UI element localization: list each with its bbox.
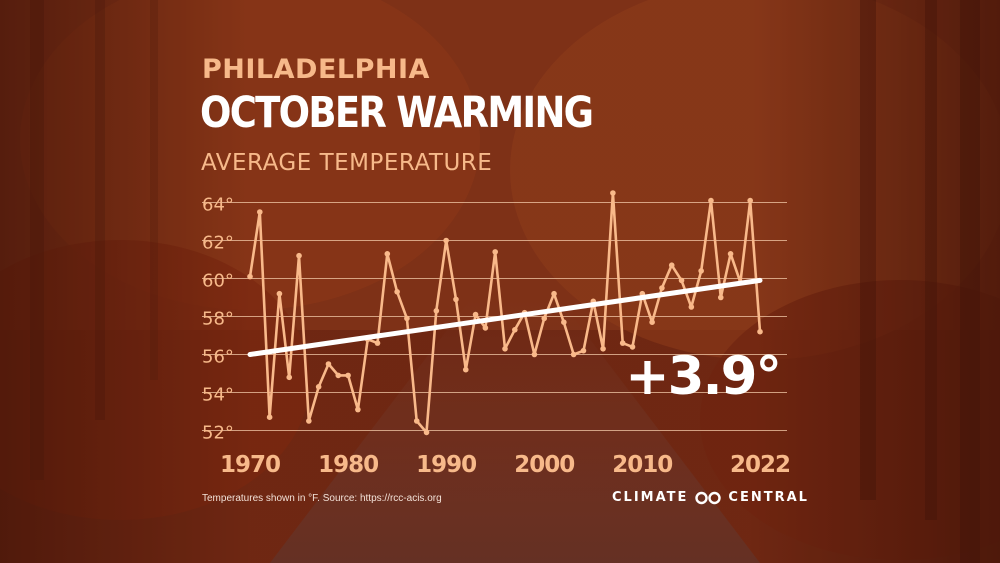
data-point [541, 315, 548, 322]
data-point [649, 319, 655, 326]
data-point [286, 374, 293, 381]
x-tick-label: 2010 [612, 452, 672, 478]
data-point [296, 252, 302, 259]
infinity-logo-icon [695, 491, 722, 504]
y-tick-labels: 52° 54° 56° 58° 60° 62° 64° [202, 195, 234, 444]
data-point [708, 197, 714, 204]
data-point [325, 361, 332, 367]
data-point [276, 290, 283, 297]
y-tick-label: 58° [202, 309, 234, 330]
x-tick-label: 2000 [514, 452, 574, 478]
data-point [757, 328, 763, 335]
data-point [423, 429, 430, 436]
data-point [433, 308, 440, 314]
data-point [678, 277, 685, 284]
data-point [717, 294, 724, 301]
climate-central-logo: CLIMATE CENTRAL [612, 490, 809, 505]
data-point [610, 190, 616, 196]
x-tick-label: 2022 [730, 452, 790, 478]
y-tick-label: 62° [202, 233, 234, 254]
data-point [247, 273, 253, 280]
chart-title: OCTOBER WARMING [200, 88, 594, 138]
data-point [413, 418, 420, 424]
city-label: PHILADELPHIA [202, 54, 430, 85]
logo-text-right: CENTRAL [728, 490, 809, 505]
y-tick-label: 56° [202, 347, 234, 368]
y-tick-label: 52° [202, 423, 234, 444]
data-point [502, 346, 508, 352]
temperature-points [247, 190, 763, 436]
data-point [453, 296, 459, 303]
data-point [629, 344, 636, 350]
y-tick-label: 64° [202, 195, 234, 216]
data-point [561, 319, 567, 326]
data-point [619, 340, 626, 346]
data-point [600, 346, 606, 352]
data-point [335, 372, 342, 379]
y-tick-label: 60° [202, 271, 234, 292]
data-point [551, 290, 557, 297]
data-point [668, 262, 675, 269]
data-point [688, 304, 695, 310]
data-point [531, 351, 538, 358]
logo-text-left: CLIMATE [612, 490, 689, 505]
y-tick-label: 54° [202, 385, 234, 406]
data-point [580, 347, 587, 354]
temperature-change-label: +3.9° [625, 346, 780, 407]
data-point [345, 372, 351, 379]
data-point [443, 237, 449, 244]
data-point [306, 418, 312, 424]
chart-subtitle: AVERAGE TEMPERATURE [201, 150, 493, 176]
data-point [266, 414, 273, 421]
data-point [472, 311, 479, 318]
data-point [747, 197, 753, 204]
x-tick-labels: 1970 1980 1990 2000 2010 2022 [220, 452, 791, 478]
data-point [482, 325, 489, 331]
data-point [257, 209, 263, 215]
data-point [374, 340, 381, 346]
data-point [355, 406, 361, 413]
data-point [698, 268, 704, 274]
data-point [384, 251, 391, 257]
data-point [394, 289, 400, 295]
data-point [727, 251, 734, 257]
trend-line [247, 277, 763, 357]
x-tick-label: 1970 [220, 452, 280, 478]
x-tick-label: 1980 [318, 452, 378, 478]
data-point [462, 366, 469, 373]
data-point [659, 285, 665, 291]
source-footnote: Temperatures shown in °F. Source: https:… [202, 493, 442, 504]
x-tick-label: 1990 [416, 452, 476, 478]
data-point [492, 249, 498, 255]
data-point [570, 351, 577, 358]
data-point [512, 327, 518, 333]
data-point [404, 315, 410, 322]
data-point [315, 384, 322, 390]
